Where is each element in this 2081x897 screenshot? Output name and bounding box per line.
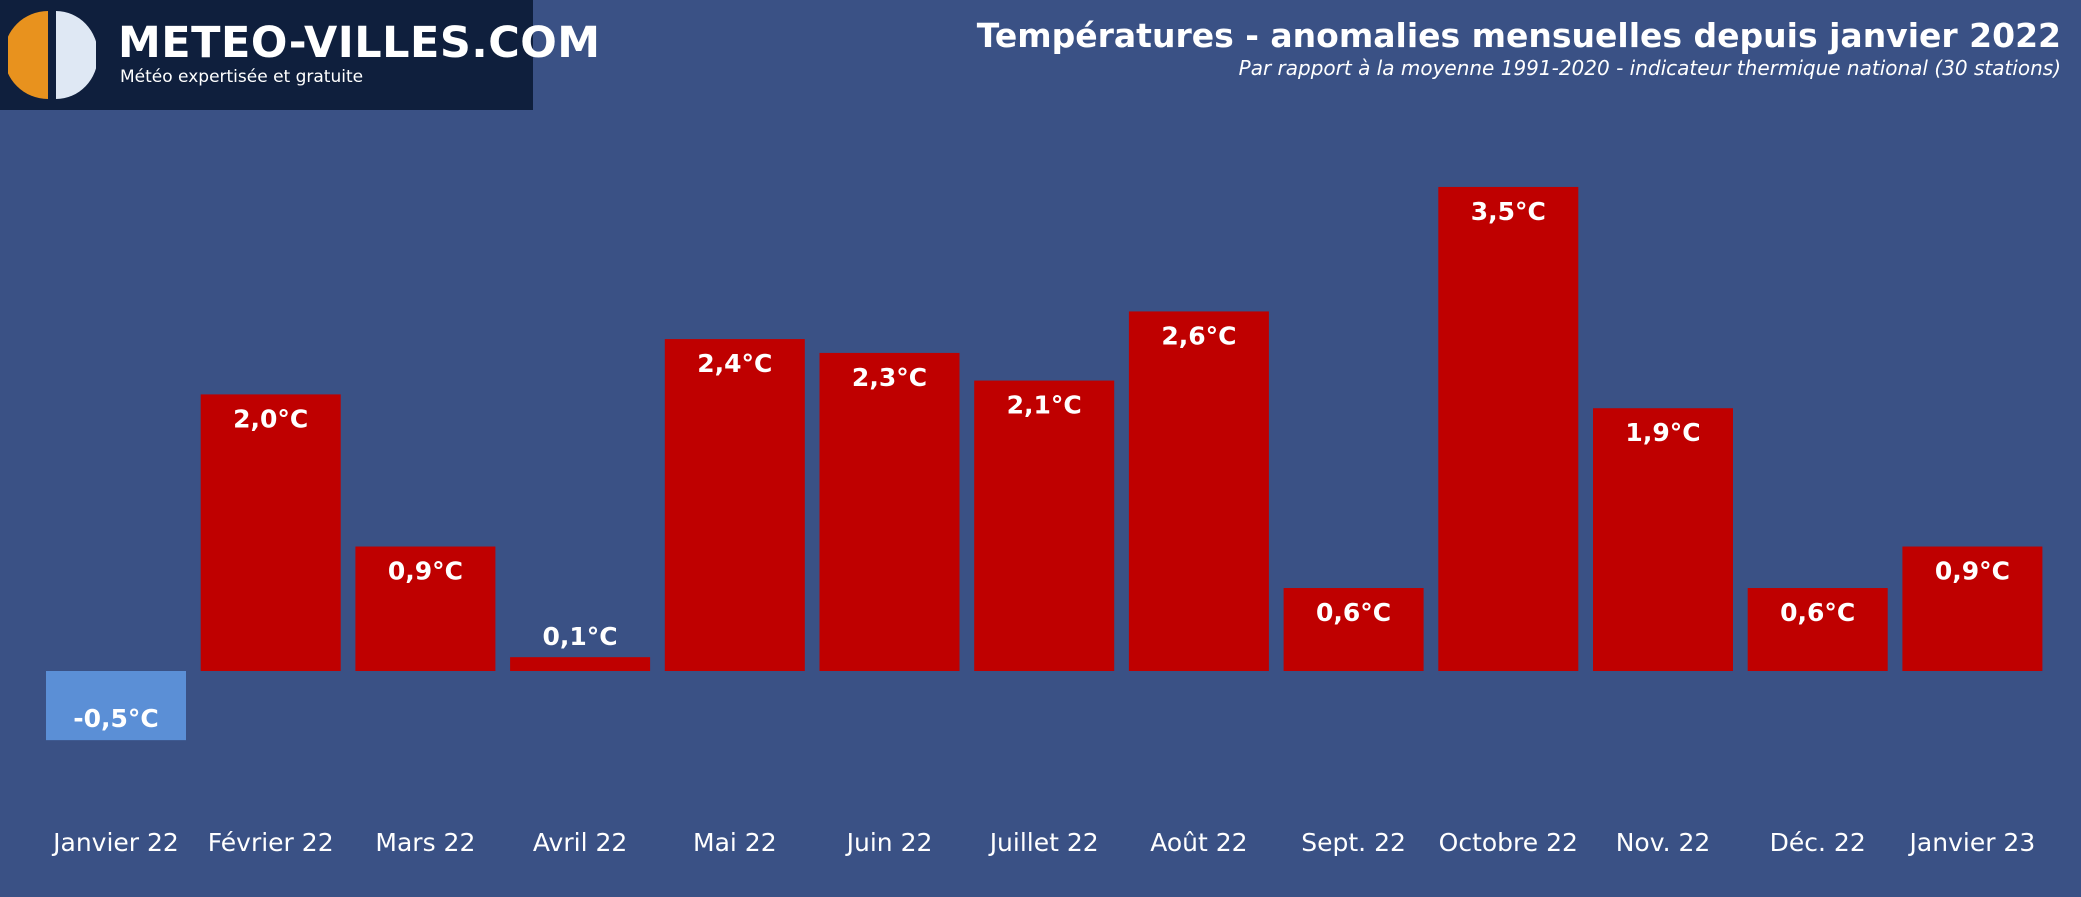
x-tick-label-10: Nov. 22 [1616,828,1711,857]
x-tick-label-4: Mai 22 [693,828,777,857]
x-tick-label-5: Juin 22 [845,828,933,857]
logo-banner: METEO-VILLES.COM Météo expertisée et gra… [0,0,600,110]
bar-2 [355,546,496,671]
data-label-5: 2,3°C [852,363,927,392]
chart-subtitle: Par rapport à la moyenne 1991-2020 - ind… [1238,56,2061,80]
brand-tagline: Météo expertisée et gratuite [120,67,364,87]
bar-4 [664,339,805,671]
x-tick-label-0: Janvier 22 [51,828,179,857]
bar-11 [1747,588,1888,671]
x-tick-label-9: Octobre 22 [1439,828,1578,857]
x-tick-label-2: Mars 22 [375,828,475,857]
bar-3 [510,657,651,671]
data-label-8: 0,6°C [1316,598,1391,627]
bar-5 [819,352,960,671]
x-tick-label-7: Août 22 [1150,828,1247,857]
bar-0 [46,671,186,741]
x-tick-label-12: Janvier 23 [1908,828,2036,857]
brand-name: METEO-VILLES.COM [118,18,601,68]
data-label-10: 1,9°C [1625,418,1700,447]
bar-10 [1593,408,1733,671]
x-tick-label-11: Déc. 22 [1770,828,1866,857]
data-label-12: 0,9°C [1935,557,2010,586]
chart-title: Températures - anomalies mensuelles depu… [976,16,2061,55]
bar-7 [1128,311,1269,671]
x-tick-label-3: Avril 22 [533,828,627,857]
data-label-0: -0,5°C [73,704,159,733]
bar-8 [1283,588,1424,671]
data-label-1: 2,0°C [233,404,308,433]
data-label-11: 0,6°C [1780,598,1855,627]
data-label-9: 3,5°C [1471,197,1546,226]
bar-9 [1438,186,1579,671]
data-label-2: 0,9°C [388,557,463,586]
x-tick-label-8: Sept. 22 [1301,828,1406,857]
x-tick-label-1: Février 22 [208,828,334,857]
data-label-4: 2,4°C [697,349,772,378]
data-label-6: 2,1°C [1007,391,1082,420]
bar-1 [200,394,341,671]
sun-moon-logo-icon [8,11,96,99]
bar-12 [1902,546,2043,671]
bar-6 [974,380,1115,671]
data-label-3: 0,1°C [543,622,618,651]
data-label-7: 2,6°C [1161,321,1236,350]
x-tick-label-6: Juillet 22 [988,828,1099,857]
